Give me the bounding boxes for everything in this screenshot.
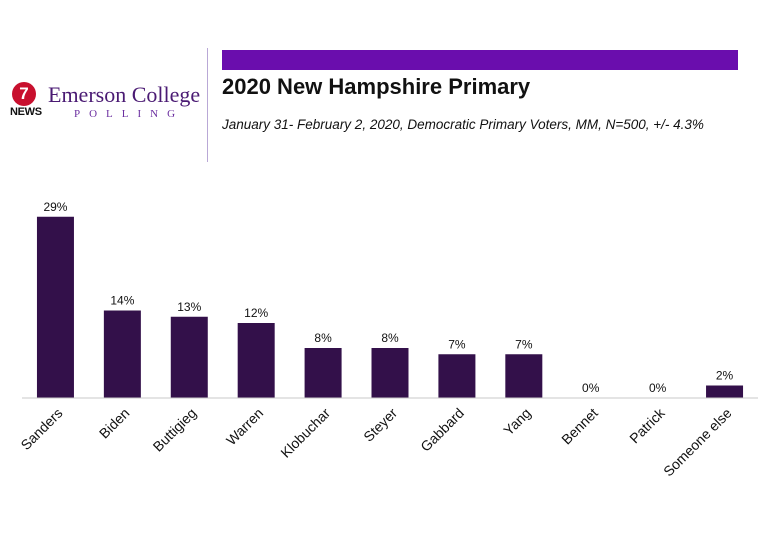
bar-klobuchar	[304, 348, 342, 398]
category-label-warren: Warren	[223, 405, 266, 448]
logo-polling-label: POLLING	[74, 108, 185, 120]
category-label-bennet: Bennet	[558, 405, 601, 448]
bars-group	[36, 216, 744, 398]
category-label-someone-else: Someone else	[660, 405, 735, 480]
data-labels-group: 29% 14% 13% 12% 8% 8% 7% 7% 0% 0% 2%	[43, 200, 733, 395]
category-label-patrick: Patrick	[626, 404, 668, 446]
data-label-gabbard: 7%	[448, 337, 466, 351]
data-label-biden: 14%	[110, 294, 134, 308]
header-divider	[207, 48, 208, 162]
data-label-klobuchar: 8%	[314, 331, 332, 345]
seven-news-icon: 7	[12, 82, 36, 106]
data-label-steyer: 8%	[381, 331, 399, 345]
data-label-buttigieg: 13%	[177, 300, 201, 314]
data-label-someone-else: 2%	[716, 369, 734, 383]
bar-biden	[103, 310, 141, 398]
category-label-sanders: Sanders	[17, 405, 65, 453]
category-label-steyer: Steyer	[360, 405, 400, 445]
bar-someone-else	[706, 385, 744, 398]
bar-buttigieg	[170, 316, 208, 398]
chart-title: 2020 New Hampshire Primary	[222, 74, 531, 99]
data-label-yang: 7%	[515, 337, 533, 351]
category-label-biden: Biden	[96, 405, 133, 442]
category-label-buttigieg: Buttigieg	[150, 405, 200, 455]
chart-subtitle: January 31- February 2, 2020, Democratic…	[222, 117, 704, 132]
title-accent-bar	[222, 50, 738, 70]
emerson-polling-logo: 7 NEWS Emerson College POLLING	[8, 82, 204, 122]
bar-yang	[505, 354, 543, 398]
logo-college-name: Emerson College	[48, 82, 201, 107]
category-labels-group: Sanders Biden Buttigieg Warren Klobuchar Stey…	[17, 404, 734, 479]
category-label-yang: Yang	[500, 405, 534, 439]
data-label-bennet: 0%	[582, 381, 600, 395]
category-label-klobuchar: Klobuchar	[277, 405, 333, 461]
category-label-gabbard: Gabbard	[417, 405, 467, 455]
news-label: NEWS	[10, 106, 42, 118]
bar-sanders	[36, 216, 74, 398]
bar-gabbard	[438, 354, 476, 398]
data-label-patrick: 0%	[649, 381, 667, 395]
data-label-warren: 12%	[244, 306, 268, 320]
bar-steyer	[371, 348, 409, 398]
bar-warren	[237, 323, 275, 398]
data-label-sanders: 29%	[43, 200, 67, 214]
